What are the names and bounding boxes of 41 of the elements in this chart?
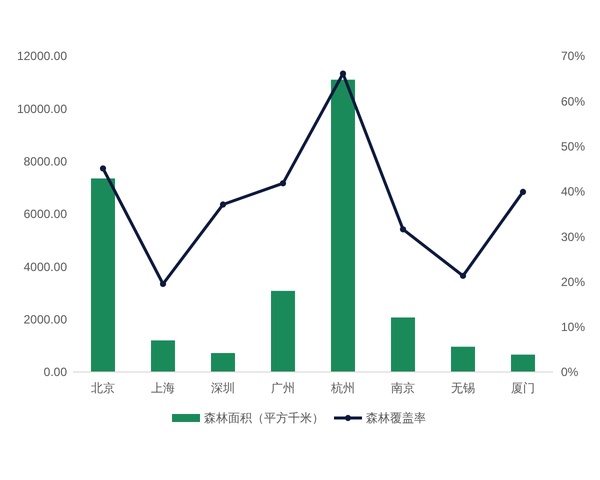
point <box>520 188 526 195</box>
x-tick-label: 南京 <box>391 381 415 395</box>
y2-tick-label: 70% <box>561 49 586 64</box>
point <box>160 280 166 288</box>
y-tick-label: 10000.00 <box>16 102 68 116</box>
x-tick-label: 无锡 <box>451 381 475 395</box>
bar <box>211 353 235 372</box>
y-tick-label: 4000.00 <box>24 260 68 274</box>
bar <box>271 290 295 372</box>
bar <box>511 354 535 372</box>
y-tick-label: 8000.00 <box>24 154 68 169</box>
y2-tick-label: 20% <box>561 274 586 289</box>
x-tick-label: 上海 <box>151 381 175 395</box>
x-tick-label: 杭州 <box>330 381 355 395</box>
y2-tick-label: 50% <box>561 139 586 154</box>
legend-label: 森林面积（平方千米） <box>204 411 324 426</box>
y2-tick-label: 40% <box>561 184 586 199</box>
y2-tick-label: 60% <box>561 94 586 108</box>
y-tick-label: 0.00 <box>44 365 68 380</box>
x-tick-label: 厦门 <box>511 381 535 395</box>
x-tick-label: 北京 <box>91 381 115 395</box>
point <box>280 180 286 186</box>
point <box>220 201 226 208</box>
bar <box>331 80 355 372</box>
bar <box>91 178 115 372</box>
bar <box>151 340 175 372</box>
y2-tick-label: 10% <box>561 320 586 334</box>
bar <box>451 346 475 372</box>
legend-label: 森林覆盖率 <box>366 411 426 426</box>
point <box>400 226 406 232</box>
point <box>340 70 346 77</box>
y-tick-label: 2000.00 <box>24 312 68 327</box>
y-tick-label: 6000.00 <box>24 207 68 222</box>
x-tick-label: 深圳 <box>211 381 235 395</box>
point <box>100 165 106 172</box>
y2-tick-label: 0% <box>561 365 579 380</box>
bar <box>391 317 415 372</box>
point <box>460 272 466 279</box>
y2-tick-label: 30% <box>561 230 586 244</box>
y-tick-label: 12000.00 <box>16 49 68 64</box>
x-tick-label: 广州 <box>271 381 295 395</box>
